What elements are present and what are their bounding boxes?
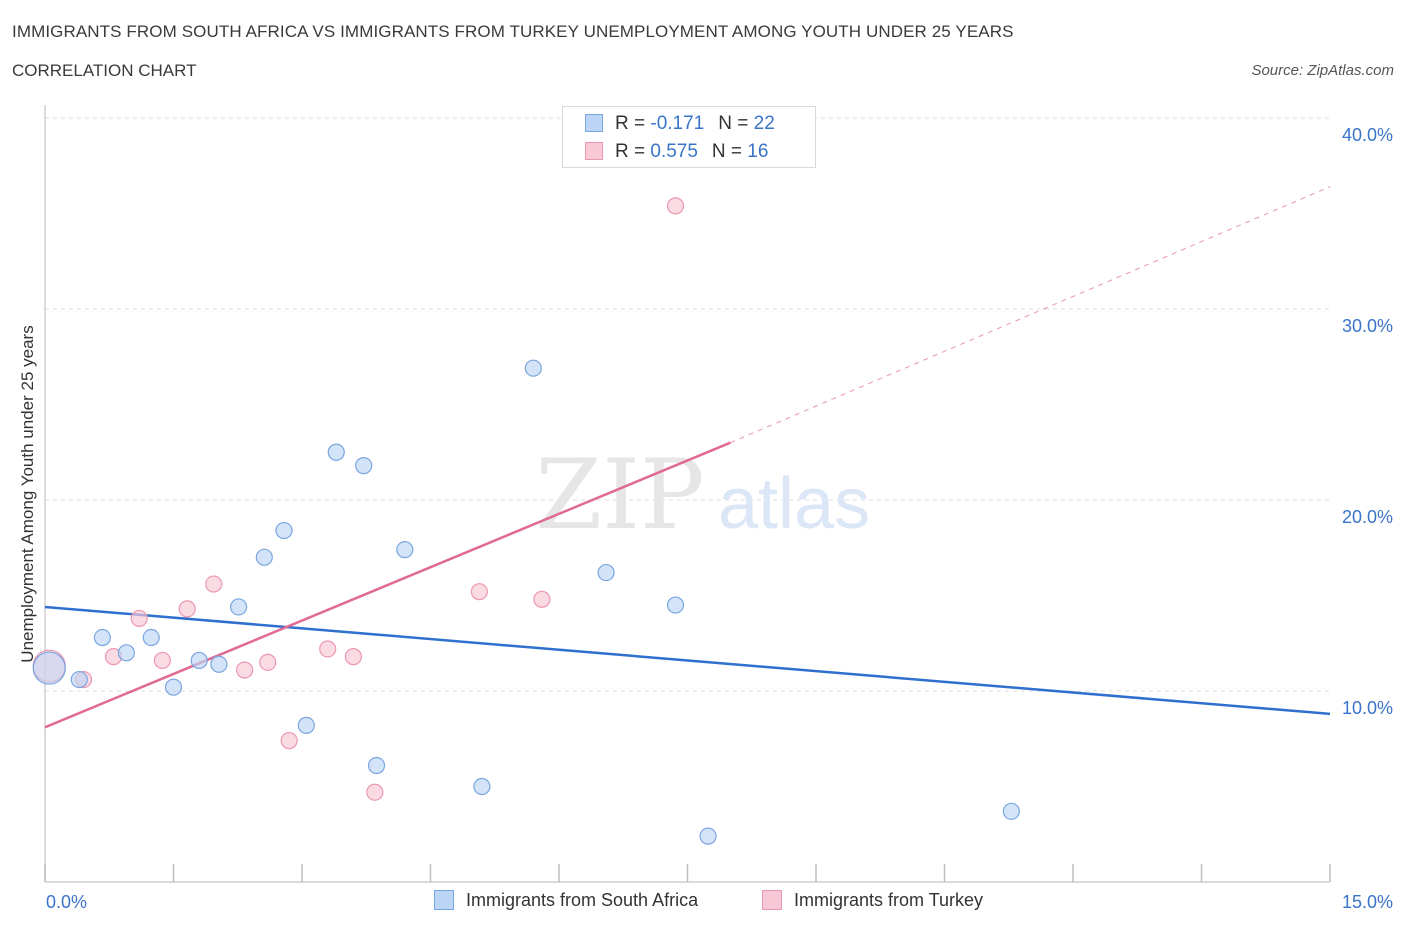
pink-swatch-icon [762, 890, 782, 910]
watermark-atlas: atlas [718, 464, 870, 544]
data-point [319, 640, 337, 658]
tick-labels: 10.0% 20.0% 30.0% 40.0% 0.0% 15.0% [46, 125, 1393, 912]
data-point [190, 651, 208, 670]
watermark-zip: ZIP [535, 439, 704, 551]
x-tick-label-min: 0.0% [46, 892, 87, 912]
y-tick-label: 40.0% [1342, 125, 1393, 145]
data-points [32, 197, 1020, 845]
data-point [597, 563, 615, 582]
data-point [524, 359, 542, 377]
legend-item-south-africa: Immigrants from South Africa [434, 890, 698, 911]
data-point [259, 653, 277, 671]
blue-swatch-icon [434, 890, 454, 910]
legend-item-turkey: Immigrants from Turkey [762, 890, 983, 911]
data-point [699, 827, 717, 845]
data-point [210, 655, 228, 673]
y-tick-label: 10.0% [1342, 698, 1393, 718]
data-point [470, 583, 488, 601]
data-point [280, 732, 298, 750]
trend-line-turkey-extension [730, 186, 1331, 444]
data-point [142, 628, 160, 647]
blue-swatch-icon [585, 114, 603, 132]
legend-r-value: 0.575 [650, 141, 698, 162]
legend-series-name: Immigrants from Turkey [794, 890, 984, 910]
data-point [70, 670, 88, 689]
legend-row-south-africa: R = -0.171 N = 22 [585, 113, 775, 135]
legend-r-value: -0.171 [650, 113, 705, 134]
watermark: ZIP atlas [535, 439, 870, 551]
data-point [344, 648, 362, 666]
legend-n-value: 16 [747, 141, 769, 162]
legend-r-label: R = [615, 141, 651, 162]
legend-n-value: 22 [753, 113, 775, 134]
x-tick-label-max: 15.0% [1342, 892, 1393, 912]
legend-row-turkey: R = 0.575 N = 16 [585, 141, 768, 163]
legend-n-label: N = [711, 141, 748, 162]
data-point [666, 596, 685, 614]
legend-r-label: R = [615, 113, 651, 134]
data-point [275, 521, 293, 540]
data-point [236, 661, 254, 679]
data-point [164, 678, 183, 696]
correlation-legend: R = -0.171 N = 22 R = 0.575 N = 16 [562, 106, 816, 168]
data-point [367, 756, 386, 775]
data-point [473, 777, 491, 796]
legend-n-label: N = [718, 113, 754, 134]
data-point [533, 590, 551, 608]
trend-line-south-africa [44, 605, 1331, 716]
chart-title: IMMIGRANTS FROM SOUTH AFRICA VS IMMIGRAN… [12, 22, 1014, 41]
trend-lines [44, 186, 1331, 729]
data-point [32, 651, 66, 685]
data-point [93, 628, 111, 647]
data-point [255, 548, 273, 566]
data-point [666, 197, 685, 215]
data-point [327, 443, 345, 461]
data-point [117, 644, 135, 662]
legend-series-name: Immigrants from South Africa [466, 890, 699, 910]
data-point [297, 716, 315, 734]
chart-subtitle: CORRELATION CHART [12, 61, 197, 80]
pink-swatch-icon [585, 142, 603, 160]
y-tick-label: 30.0% [1342, 316, 1393, 336]
data-point [396, 541, 414, 559]
data-point [366, 783, 384, 801]
data-point [230, 598, 248, 616]
data-point [205, 575, 223, 593]
axes [44, 105, 1331, 883]
trend-line-turkey [44, 441, 731, 729]
data-point [130, 609, 148, 628]
data-point [153, 651, 171, 670]
y-tick-label: 20.0% [1342, 507, 1393, 527]
data-point [178, 600, 196, 618]
data-point [1002, 802, 1020, 820]
data-point [355, 457, 373, 475]
source-credit: Source: ZipAtlas.com [1251, 62, 1394, 79]
